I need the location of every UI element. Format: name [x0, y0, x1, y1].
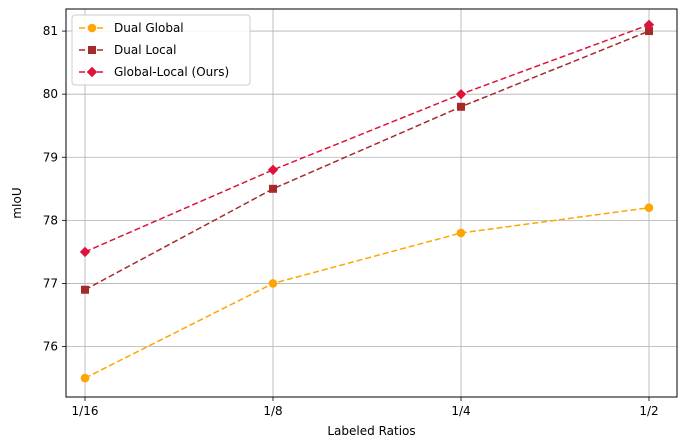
series-line — [84, 206, 650, 379]
legend-marker — [88, 46, 96, 54]
legend-box — [71, 14, 251, 86]
data-point — [645, 27, 653, 36]
legend: Dual Global Dual Local Global-Local (Ours) — [71, 14, 251, 86]
legend-marker — [86, 66, 98, 78]
y-tick-label: 79 — [43, 150, 58, 164]
y-axis-label: mIoU — [10, 187, 24, 218]
y-tick-label: 77 — [43, 276, 58, 290]
data-point — [455, 88, 467, 100]
series-line — [84, 24, 650, 253]
x-tick-label: 1/2 — [639, 404, 658, 418]
plot-frame — [65, 8, 678, 398]
data-point — [269, 184, 277, 193]
legend-marker — [87, 23, 97, 33]
data-point — [456, 228, 466, 238]
x-tick-label: 1/16 — [72, 404, 99, 418]
x-tick-label: 1/4 — [451, 404, 470, 418]
grid — [66, 9, 677, 397]
data-point — [267, 164, 279, 176]
x-tick-label: 1/8 — [263, 404, 282, 418]
legend-item: Dual Local — [79, 43, 176, 57]
data-point — [268, 279, 278, 288]
series-2 — [81, 27, 653, 294]
legend-label: Global-Local (Ours) — [114, 65, 229, 79]
data-point — [80, 373, 90, 383]
x-axis-label: Labeled Ratios — [327, 424, 415, 438]
data-point — [457, 102, 465, 111]
data-point — [81, 285, 89, 294]
series-1 — [80, 203, 654, 383]
y-tick-label: 76 — [43, 340, 58, 354]
data-point — [644, 203, 654, 213]
ticks: 1/16 1/8 1/4 1/2 76 77 78 79 80 81 — [43, 24, 659, 418]
series-layer — [79, 19, 655, 383]
y-tick-label: 81 — [43, 24, 58, 38]
y-tick-label: 78 — [43, 213, 58, 227]
legend-label: Dual Local — [114, 43, 176, 57]
data-point — [643, 19, 655, 30]
legend-item: Global-Local (Ours) — [79, 65, 229, 79]
y-tick-label: 80 — [43, 87, 58, 101]
legend-item: Dual Global — [79, 21, 184, 35]
legend-label: Dual Global — [114, 21, 184, 35]
series-3 — [79, 19, 655, 258]
data-point — [79, 246, 91, 258]
series-line — [84, 30, 650, 291]
